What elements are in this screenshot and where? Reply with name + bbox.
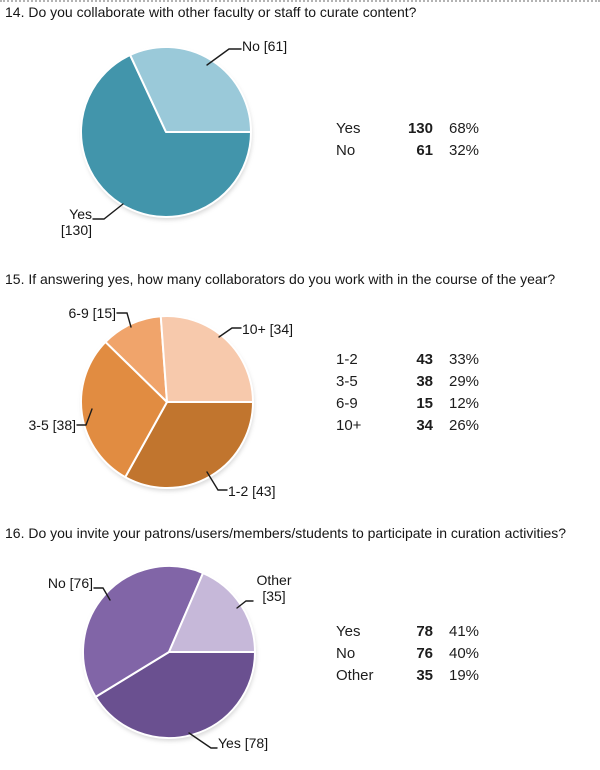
callout-leader-line	[206, 471, 228, 491]
legend-count: 76	[416, 645, 433, 662]
callout-line: 10+ [34]	[242, 321, 293, 337]
legend-percent: 19%	[449, 667, 480, 684]
pie-callout-Yes: Yes [78]	[218, 735, 268, 751]
page-top-dotted-rule	[0, 0, 600, 2]
legend-count: 130	[407, 120, 433, 137]
legend-count: 61	[416, 142, 433, 159]
callout-leader-line	[92, 203, 124, 220]
chart-legend-1: 1-2 43 33% 3-5 38 29% 6-9 15 12% 10+ 34 26%	[336, 351, 501, 439]
legend-label: 10+	[336, 417, 362, 434]
callout-line: Yes	[69, 206, 92, 222]
legend-label: 6-9	[336, 395, 358, 412]
pie-slice-No	[82, 565, 205, 698]
callout-leader-line	[218, 327, 242, 338]
legend-row: 6-9 15 12%	[336, 395, 501, 417]
chart-legend-2: Yes 78 41% No 76 40% Other 35 19%	[336, 623, 501, 689]
callout-line: Yes [78]	[218, 735, 269, 751]
callout-line: 3-5 [38]	[28, 417, 76, 433]
legend-percent: 68%	[449, 120, 480, 137]
callout-line: 1-2 [43]	[228, 483, 276, 499]
legend-label: Yes	[336, 120, 361, 137]
legend-label: 3-5	[336, 373, 358, 390]
legend-percent: 40%	[449, 645, 480, 662]
callout-line: No [61]	[242, 38, 288, 54]
chart14-title: 14. Do you collaborate with other facult…	[5, 4, 417, 20]
legend-row: 1-2 43 33%	[336, 351, 501, 373]
chart16-title: 16. Do you invite your patrons/users/mem…	[5, 525, 567, 541]
legend-count: 15	[416, 395, 433, 412]
pie-slice-3-5	[80, 340, 168, 479]
callout-leader-line	[76, 408, 93, 426]
pie-callout-No: No [76]	[48, 575, 93, 591]
pie-callout-6-9: 6-9 [15]	[69, 305, 116, 321]
pie-slice-10+	[159, 315, 254, 403]
legend-percent: 41%	[449, 623, 480, 640]
legend-row: Yes 130 68%	[336, 120, 501, 142]
callout-line: Other	[256, 572, 292, 588]
pie-callout-3-5: 3-5 [38]	[29, 417, 76, 433]
pie-slice-No	[129, 46, 252, 133]
callout-leader-line	[93, 587, 111, 601]
legend-count: 43	[416, 351, 433, 368]
callout-leader-line	[206, 48, 242, 66]
legend-percent: 12%	[449, 395, 480, 412]
callout-leader-line	[116, 312, 132, 328]
legend-percent: 33%	[449, 351, 480, 368]
pie-callout-Other: Other [35]	[253, 572, 295, 604]
pie-callout-1-2: 1-2 [43]	[228, 483, 275, 499]
pie-slice-Yes	[80, 53, 252, 218]
legend-percent: 26%	[449, 417, 480, 434]
legend-row: 10+ 34 26%	[336, 417, 501, 439]
chart15-title: 15. If answering yes, how many collabora…	[5, 271, 556, 287]
legend-percent: 29%	[449, 373, 480, 390]
legend-label: Yes	[336, 623, 361, 640]
legend-row: No 61 32%	[336, 142, 501, 164]
legend-label: 1-2	[336, 351, 358, 368]
legend-count: 78	[416, 623, 433, 640]
pie-callout-No: No [61]	[242, 38, 287, 54]
legend-row: 3-5 38 29%	[336, 373, 501, 395]
callout-line: [130]	[60, 222, 92, 238]
legend-count: 38	[416, 373, 433, 390]
legend-label: No	[336, 142, 356, 159]
legend-count: 35	[416, 667, 433, 684]
legend-row: Yes 78 41%	[336, 623, 501, 645]
legend-row: Other 35 19%	[336, 667, 501, 689]
callout-line: No [76]	[47, 575, 93, 591]
legend-count: 34	[416, 417, 433, 434]
callout-line: 6-9 [15]	[68, 305, 116, 321]
legend-label: No	[336, 645, 356, 662]
pie-callout-10+: 10+ [34]	[242, 321, 293, 337]
callout-line: [35]	[262, 588, 286, 604]
legend-label: Other	[336, 667, 374, 684]
legend-row: No 76 40%	[336, 645, 501, 667]
callout-leader-line	[188, 732, 218, 749]
callout-leader-line	[236, 600, 254, 609]
legend-percent: 32%	[449, 142, 480, 159]
pie-slice-1-2	[124, 401, 254, 489]
pie-callout-Yes: Yes [130]	[61, 206, 92, 238]
chart-legend-0: Yes 130 68% No 61 32%	[336, 120, 501, 164]
